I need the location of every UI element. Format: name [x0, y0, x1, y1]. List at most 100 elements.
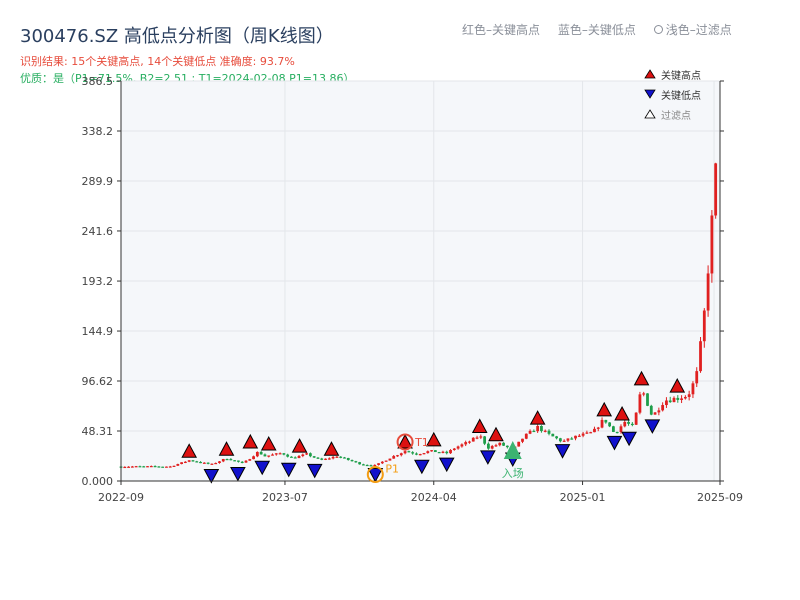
candle-body	[475, 437, 479, 439]
candle-body	[377, 463, 380, 465]
candle-body	[142, 466, 146, 468]
candle-body	[305, 453, 308, 455]
candle-body	[483, 436, 487, 444]
candle-body	[619, 426, 623, 433]
candle-body	[460, 444, 464, 447]
candle-body	[267, 455, 271, 457]
candle-body	[263, 454, 267, 457]
entry-label: 入场	[502, 466, 524, 480]
annotations: T1 P1 入场	[366, 433, 524, 483]
key-low-marker	[480, 450, 496, 465]
candle-body	[558, 438, 562, 442]
candle-body	[168, 466, 172, 468]
key-high-marker	[471, 418, 488, 433]
candle-body	[335, 456, 339, 458]
candle-body	[392, 456, 396, 459]
candle-body	[487, 443, 490, 449]
key-low-marker	[621, 431, 637, 447]
y-tick-label: 386.5	[82, 75, 114, 88]
key-high-marker	[529, 410, 546, 425]
candle-body	[350, 460, 354, 462]
y-tick-label: 96.62	[82, 375, 114, 388]
candle-body	[362, 464, 365, 466]
candle-body	[407, 451, 411, 453]
candle-body	[248, 459, 252, 461]
key-high-marker	[181, 443, 198, 458]
candle-body	[399, 453, 403, 456]
candle-body	[255, 451, 259, 457]
markers	[181, 370, 686, 484]
candle-body	[574, 435, 577, 439]
p1-ring	[366, 465, 384, 483]
candle-body	[528, 430, 532, 434]
candle-body	[191, 460, 195, 462]
candle-body	[195, 461, 199, 463]
candle-body	[479, 436, 483, 438]
candle-body	[229, 459, 233, 461]
candle-body	[161, 466, 165, 468]
key-low-marker	[644, 419, 661, 434]
candle-body	[524, 433, 528, 439]
candle-body	[452, 448, 456, 451]
candle-body	[581, 433, 585, 436]
candle-body	[585, 432, 589, 434]
candle-body	[183, 461, 187, 463]
candle-body	[702, 310, 706, 342]
y-tick-label: 48.31	[82, 425, 114, 438]
red-triangle-up-icon	[644, 69, 656, 79]
candle-body	[274, 453, 278, 455]
key-high-marker	[425, 431, 442, 447]
candle-body	[555, 436, 558, 439]
candle-body	[157, 466, 161, 468]
candle-body	[199, 461, 202, 464]
blue-triangle-down-icon	[644, 89, 656, 99]
candle-body	[278, 453, 282, 455]
candle-body	[623, 421, 627, 427]
key-high-marker	[596, 401, 613, 417]
candle-body	[464, 442, 468, 445]
key-low-marker	[280, 462, 297, 478]
candle-body	[695, 371, 699, 384]
candle-body	[456, 446, 460, 449]
candle-body	[331, 456, 335, 459]
t1-label: T1	[414, 436, 429, 449]
candle-body	[123, 466, 127, 469]
axes: 0.000 48.31 96.62 144.9 193.2 241.6 289.9 338.2…	[82, 75, 743, 504]
key-low-marker	[606, 435, 623, 451]
candle-body	[683, 396, 687, 399]
candle-body	[653, 412, 657, 415]
result-subtitle: 识别结果: 15个关键高点, 14个关键低点 准确度: 93.7%	[20, 55, 295, 68]
y-tick-label: 241.6	[82, 225, 114, 238]
candle-body	[502, 442, 505, 446]
candle-body	[596, 427, 600, 429]
candle-body	[380, 461, 384, 464]
candle-body	[445, 451, 449, 454]
candle-body	[577, 435, 581, 437]
key-low-marker	[554, 444, 571, 459]
candle-body	[286, 454, 290, 457]
candle-body	[324, 458, 327, 460]
candle-body	[494, 445, 498, 447]
candle-body	[282, 453, 286, 455]
candle-body	[149, 466, 153, 468]
legend-low: 关键低点	[644, 84, 701, 104]
y-tick-label: 144.9	[82, 325, 114, 338]
candle-body	[221, 458, 225, 462]
candle-body	[218, 461, 221, 463]
candle-body	[547, 430, 551, 434]
candle-body	[589, 432, 593, 434]
candle-body	[471, 437, 475, 442]
color-key: 红色–关键高点 蓝色–关键低点 浅色–过滤点	[462, 21, 746, 38]
y-tick-label: 0.000	[82, 475, 114, 488]
candle-body	[661, 405, 665, 411]
y-tick-label: 193.2	[82, 275, 114, 288]
candle-body	[411, 452, 415, 454]
candle-body	[593, 428, 596, 433]
candle-body	[615, 431, 619, 434]
candle-body	[668, 400, 672, 403]
candle-body	[130, 466, 134, 468]
candle-body	[165, 466, 168, 468]
candle-body	[343, 457, 346, 459]
p1-label: P1	[385, 462, 399, 475]
